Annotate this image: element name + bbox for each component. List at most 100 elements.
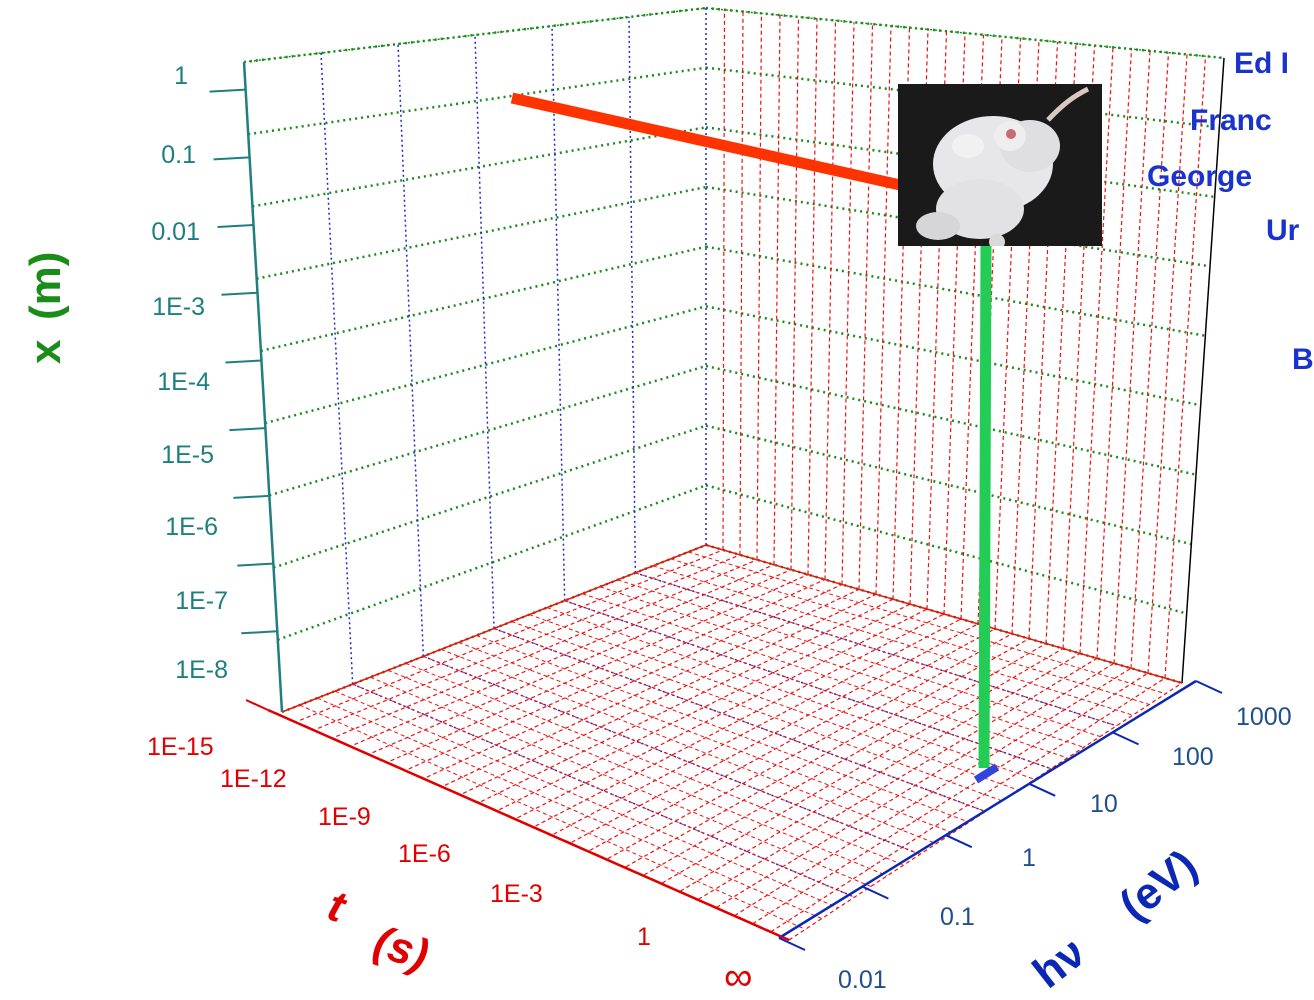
hnu-axis-line [778,679,1197,940]
gridline-floor-t-minor [670,558,1150,705]
gridline-x-left [273,424,707,569]
overlay-text-line: George [1147,160,1252,193]
hnu-axis-label: hν [1024,928,1095,998]
gridline-hnu-wall [858,24,874,590]
t-tick-mark [448,788,472,801]
x-tick-label: 1E-5 [161,441,214,469]
gridline-hnu-wall [773,15,781,565]
t-tick-mark [390,762,414,775]
gridline-floor-t-minor [511,621,1003,802]
gridline-floor-t-minor [617,579,1101,738]
gridline-hnu-wall [841,22,855,585]
x-tick-mark [217,224,254,229]
series-line-red [510,92,902,191]
axes [209,7,1225,951]
t-tick-label: 1 [637,923,651,951]
x-tick-label: 1 [174,62,188,90]
t-tick-mark [303,724,327,737]
gridline-hnu-wall [756,13,763,560]
gridline-floor-t [352,683,855,898]
gridline-floor-t-minor [405,662,904,866]
gridline-hnu-wall [1147,54,1188,674]
t-tick-mark [679,890,703,903]
gridline-floor-t-minor [635,572,1117,727]
gridline-hnu-wall [1062,45,1096,649]
x-axis-line [242,61,284,713]
hnu-tick-label: 1 [1022,844,1036,872]
t-tick-label: 1E-6 [398,840,451,868]
gridline-floor-hnu [299,549,724,721]
gridline-floor-t-minor [423,655,921,855]
overlay-text: Ed I Franc George Ur B [1147,47,1314,376]
gridline-hnu-wall [875,25,892,595]
gridline-t-wall [397,43,425,657]
hnu-axis-unit: (eV) [1111,840,1207,930]
t-tick-mark [274,711,298,724]
gridline-hnu-wall [807,18,818,575]
x-tick-mark [233,494,270,499]
gridline-floor-hnu [354,564,775,746]
gridline-hnu-wall [824,20,837,580]
gridline-x-right [705,305,1201,407]
gridline-x-left [268,364,707,497]
gridline-hnu-wall [1096,49,1133,659]
gridline-x-right [705,6,1225,60]
tick-labels: 1E-8 1E-7 1E-6 1E-5 1E-4 1E-3 0.01 0.1 1… [147,62,1292,999]
gridline-floor-t-minor [299,704,806,930]
hnu-tick-label: 100 [1172,743,1214,771]
hnu-tick-label: 0.01 [838,966,887,994]
gridline-floor-hnu [426,583,843,778]
x-tick-label: 1E-7 [175,587,228,615]
gridline-floor-t-minor [387,669,888,877]
overlay-text-line: Ur [1266,214,1300,247]
gridline-floor-hnu [571,623,979,843]
x-tick-label: 0.01 [151,218,200,246]
t-tick-mark [361,750,385,763]
gridline-x-left [260,245,707,353]
gridline-t-wall [628,16,637,573]
gridline-t-wall [320,52,354,685]
x-axis-unit: (m) [21,252,70,320]
x-tick-mark [221,291,258,296]
gridline-floor-t-minor [599,586,1084,748]
gridline-hnu-wall [722,9,726,550]
gridline-hnu-wall [1079,47,1114,654]
gridline-floor-t-minor [582,593,1068,759]
t-tick-mark [766,929,790,941]
t-tick-mark [737,916,761,929]
hnu-tick-mark [1195,680,1223,694]
x-tick-mark [213,156,250,161]
t-tick-label: 1E-9 [318,803,371,831]
gridline-t-wall [551,25,566,601]
gridline-floor-hnu [752,672,1149,925]
gridline-x-right [705,185,1211,268]
t-tick-mark [419,775,443,788]
gridline-floor-t-minor [458,641,953,834]
gridline-hnu-wall [739,11,744,555]
gridline-floor-t-minor [493,628,986,812]
gridline-x-left [248,66,707,136]
gridline-floor-t-minor [334,690,839,909]
t-axis-label: t [322,881,353,933]
x-tick-label: 0.1 [161,141,196,169]
hnu-tick-mark [1112,731,1140,746]
gridline-hnu-wall [1130,52,1170,669]
overlay-text-line: B [1292,343,1314,376]
box-edge-right-vertical [1181,57,1225,684]
box-edge-floor-back-right [705,544,1183,684]
hnu-tick-mark [1028,782,1056,797]
hnu-tick-label: 1000 [1236,703,1292,731]
t-tick-mark [621,865,645,878]
hnu-tick-mark [861,885,889,900]
gridline-hnu-wall [1164,56,1207,679]
t-tick-mark [506,814,529,826]
x-axis-label: x [21,339,70,364]
gridline-x-right [705,484,1187,615]
gridline-x-right [705,364,1197,476]
x-tick-label: 1E-6 [165,513,218,541]
gridline-floor-hnu [734,667,1132,917]
gridline-floor-t-minor [564,600,1052,770]
gridline-floor-t-minor [529,614,1019,791]
x-tick-mark [209,88,246,93]
t-tick-mark [563,839,587,852]
